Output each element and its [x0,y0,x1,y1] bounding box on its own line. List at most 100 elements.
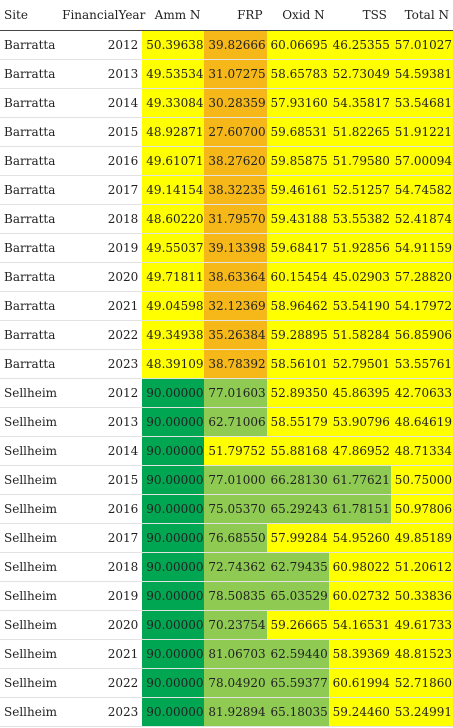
table-row: Barratta 2020 49.71811 38.63364 60.15454 45.0… [0,262,453,292]
cell-amm-n: 90.00000 [142,523,205,553]
cell-frp: 32.12369 [204,291,267,321]
cell-amm-n: 90.00000 [142,407,205,437]
column-header-frp: FRP [204,0,267,31]
cell-oxid-n: 59.28895 [266,320,329,350]
table-row: Barratta 2014 49.33084 30.28359 57.93160 54.3… [0,88,453,118]
column-header-site: Site [0,0,59,31]
table-row: Sellheim 2019 90.00000 78.50835 65.03529 60.0… [0,581,453,611]
cell-financial-year: 2016 [58,146,143,176]
cell-amm-n: 49.33084 [142,88,205,118]
cell-site: Barratta [0,262,59,292]
cell-tss: 52.79501 [328,349,391,379]
cell-frp: 81.92894 [204,697,267,727]
cell-site: Sellheim [0,610,59,640]
cell-financial-year: 2020 [58,610,143,640]
table-row: Barratta 2017 49.14154 38.32235 59.46161 52.5… [0,175,453,205]
cell-total-n: 54.59381 [390,59,453,89]
table-row: Sellheim 2017 90.00000 76.68550 57.99284 54.9… [0,523,453,553]
cell-tss: 51.92856 [328,233,391,263]
cell-oxid-n: 65.29243 [266,494,329,524]
cell-total-n: 48.64619 [390,407,453,437]
cell-tss: 53.54190 [328,291,391,321]
cell-oxid-n: 62.79435 [266,552,329,582]
cell-frp: 75.05370 [204,494,267,524]
cell-financial-year: 2016 [58,494,143,524]
cell-tss: 54.16531 [328,610,391,640]
cell-amm-n: 90.00000 [142,436,205,466]
cell-tss: 46.25355 [328,30,391,60]
cell-amm-n: 49.53534 [142,59,205,89]
cell-amm-n: 90.00000 [142,581,205,611]
cell-oxid-n: 60.15454 [266,262,329,292]
cell-frp: 38.63364 [204,262,267,292]
table-row: Sellheim 2023 90.00000 81.92894 65.18035 59.2… [0,697,453,727]
cell-total-n: 50.33836 [390,581,453,611]
cell-tss: 51.58284 [328,320,391,350]
table-row: Sellheim 2015 90.00000 77.01000 66.28130 61.7… [0,465,453,495]
cell-oxid-n: 59.68531 [266,117,329,147]
cell-site: Sellheim [0,465,59,495]
cell-oxid-n: 58.55179 [266,407,329,437]
cell-site: Sellheim [0,639,59,669]
cell-total-n: 51.20612 [390,552,453,582]
cell-oxid-n: 58.96462 [266,291,329,321]
cell-frp: 51.79752 [204,436,267,466]
cell-tss: 51.79580 [328,146,391,176]
cell-frp: 38.27620 [204,146,267,176]
table-row: Sellheim 2013 90.00000 62.71006 58.55179 53.9… [0,407,453,437]
cell-oxid-n: 57.93160 [266,88,329,118]
cell-frp: 78.04920 [204,668,267,698]
cell-financial-year: 2021 [58,639,143,669]
cell-total-n: 57.01027 [390,30,453,60]
cell-frp: 30.28359 [204,88,267,118]
cell-oxid-n: 59.85875 [266,146,329,176]
column-header-tss: TSS [328,0,391,31]
cell-total-n: 50.97806 [390,494,453,524]
cell-financial-year: 2015 [58,117,143,147]
cell-financial-year: 2021 [58,291,143,321]
table-row: Barratta 2018 48.60220 31.79570 59.43188 53.5… [0,204,453,234]
cell-oxid-n: 66.28130 [266,465,329,495]
table-row: Barratta 2019 49.55037 39.13398 59.68417 51.9… [0,233,453,263]
cell-oxid-n: 65.03529 [266,581,329,611]
cell-amm-n: 49.34938 [142,320,205,350]
cell-tss: 45.02903 [328,262,391,292]
cell-amm-n: 49.55037 [142,233,205,263]
cell-tss: 58.39369 [328,639,391,669]
cell-total-n: 48.71334 [390,436,453,466]
table-row: Barratta 2023 48.39109 38.78392 58.56101 52.7… [0,349,453,379]
cell-total-n: 56.85906 [390,320,453,350]
cell-oxid-n: 52.89350 [266,378,329,408]
cell-frp: 77.01000 [204,465,267,495]
table-row: Barratta 2012 50.39638 39.82666 60.06695 46.2… [0,30,453,60]
cell-oxid-n: 58.65783 [266,59,329,89]
cell-tss: 45.86395 [328,378,391,408]
cell-tss: 52.51257 [328,175,391,205]
cell-amm-n: 90.00000 [142,465,205,495]
cell-financial-year: 2022 [58,668,143,698]
column-header-oxid-n: Oxid N [266,0,329,31]
cell-tss: 53.90796 [328,407,391,437]
table-row: Sellheim 2012 90.00000 77.01603 52.89350 45.8… [0,378,453,408]
cell-site: Sellheim [0,436,59,466]
cell-financial-year: 2018 [58,204,143,234]
cell-site: Barratta [0,204,59,234]
cell-total-n: 53.24991 [390,697,453,727]
cell-total-n: 52.41874 [390,204,453,234]
table-row: Sellheim 2016 90.00000 75.05370 65.29243 61.7… [0,494,453,524]
cell-tss: 53.55382 [328,204,391,234]
cell-total-n: 53.54681 [390,88,453,118]
cell-frp: 38.32235 [204,175,267,205]
cell-financial-year: 2023 [58,697,143,727]
cell-total-n: 57.00094 [390,146,453,176]
cell-frp: 81.06703 [204,639,267,669]
table-row: Barratta 2021 49.04598 32.12369 58.96462 53.5… [0,291,453,321]
cell-site: Sellheim [0,581,59,611]
cell-oxid-n: 60.06695 [266,30,329,60]
cell-amm-n: 90.00000 [142,494,205,524]
cell-tss: 61.77621 [328,465,391,495]
cell-tss: 61.78151 [328,494,391,524]
table-row: Sellheim 2021 90.00000 81.06703 62.59440 58.3… [0,639,453,669]
cell-financial-year: 2022 [58,320,143,350]
cell-financial-year: 2015 [58,465,143,495]
